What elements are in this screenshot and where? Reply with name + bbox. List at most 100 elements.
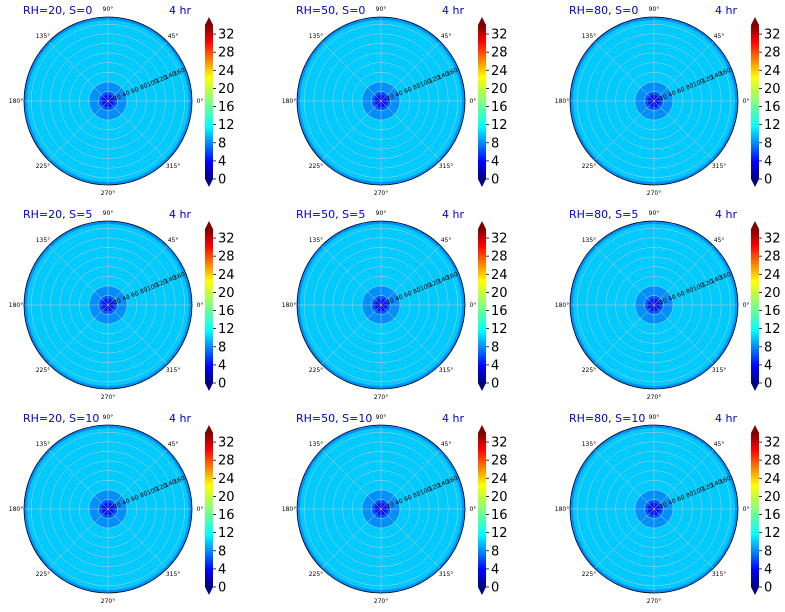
radial-tick-label: 100: [146, 78, 159, 89]
colorbar-tick-label: 0: [764, 377, 772, 392]
angular-gridline: [321, 304, 382, 365]
angle-tick-label: 180°: [9, 506, 23, 513]
angular-gridline: [321, 100, 382, 161]
radial-tick-label: 140: [437, 478, 450, 489]
radial-tick-label: 40: [121, 498, 131, 507]
angular-gridline: [321, 41, 382, 102]
colorbar: 0 4 8 12 16 20 24 28 32: [478, 17, 508, 188]
angular-gridline: [107, 245, 168, 306]
colorbar-tick-label: 24: [764, 472, 781, 487]
radial-tick-label: 40: [121, 90, 131, 99]
radial-tick-label: 80: [685, 490, 695, 499]
radial-tick-label: 60: [676, 86, 686, 95]
panel-title: RH=80, S=0: [569, 4, 638, 17]
polar-grid: [24, 425, 192, 593]
colorbar-tick-label: 32: [491, 436, 508, 451]
colorbar-tick-label: 4: [491, 154, 499, 169]
colorbar-tick-label: 24: [218, 268, 235, 283]
angular-gridline: [653, 304, 714, 365]
polar-frame: [569, 424, 739, 594]
radial-tick-label: 120: [428, 74, 441, 85]
angle-tick-label: 135°: [309, 237, 323, 244]
polar-grid: [570, 425, 738, 593]
panel-title: RH=80, S=10: [569, 412, 645, 425]
colorbar-tick-label: 28: [764, 46, 781, 61]
angle-tick-label: 0°: [470, 302, 477, 309]
colorbar-tick-label: 0: [218, 173, 226, 188]
colorbar-extend-max: [205, 425, 213, 433]
radial-tick-label: 140: [710, 274, 723, 285]
angular-gridline: [380, 449, 441, 510]
radial-tick-label: 120: [701, 74, 714, 85]
angle-tick-label: 135°: [36, 33, 50, 40]
polar-panel: RH=50, S=0 4 hr 0° 45° 90° 135° 180° 225° 270° 31…: [282, 4, 508, 197]
angle-tick-label: 225°: [309, 163, 323, 170]
colorbar-fill: [478, 229, 486, 383]
colorbar: 0 4 8 12 16 20 24 28 32: [751, 17, 781, 188]
colorbar-tick-label: 28: [491, 250, 508, 265]
angle-tick-label: 135°: [36, 237, 50, 244]
colorbar-tick-label: 8: [764, 340, 772, 355]
angle-tick-label: 45°: [441, 33, 452, 40]
colorbar-fill: [751, 25, 759, 179]
colorbar-tick-label: 24: [491, 472, 508, 487]
radial-tick-label: 160: [446, 67, 459, 78]
colorbar-tick-label: 32: [764, 436, 781, 451]
panel-title: RH=20, S=10: [23, 412, 99, 425]
angle-tick-label: 315°: [166, 367, 180, 374]
radial-tick-label: 100: [146, 486, 159, 497]
angular-gridline: [594, 100, 655, 161]
angular-gridline: [107, 100, 168, 161]
time-label: 4 hr: [715, 412, 737, 425]
angular-gridline: [653, 508, 714, 569]
radial-tick-label: 120: [428, 482, 441, 493]
colorbar-extend-min: [751, 179, 759, 187]
angular-gridline: [594, 449, 655, 510]
angular-gridline: [380, 41, 441, 102]
radial-tick-label: 140: [437, 70, 450, 81]
colorbar-fill: [478, 25, 486, 179]
panel-title: RH=20, S=0: [23, 4, 92, 17]
angular-gridline: [321, 508, 382, 569]
colorbar-tick-label: 0: [491, 581, 499, 596]
colorbar-extend-min: [205, 587, 213, 595]
angle-tick-label: 0°: [197, 506, 204, 513]
radial-tick-label: 100: [692, 282, 705, 293]
colorbar-tick-label: 16: [491, 304, 508, 319]
angle-tick-label: 225°: [309, 571, 323, 578]
angle-tick-label: 0°: [743, 506, 750, 513]
colorbar-tick-label: 4: [491, 358, 499, 373]
radial-tick-label: 120: [155, 74, 168, 85]
colorbar-tick-label: 24: [491, 268, 508, 283]
radial-tick-label: 60: [130, 494, 140, 503]
radial-tick-label: 80: [139, 82, 149, 91]
colorbar-extend-max: [205, 17, 213, 25]
colorbar-tick-label: 16: [764, 100, 781, 115]
colorbar-tick-label: 8: [491, 544, 499, 559]
polar-panel: RH=20, S=5 4 hr 0° 45° 90° 135° 180° 225° 270° 31…: [9, 208, 235, 401]
radial-tick-label: 120: [155, 278, 168, 289]
angular-gridline: [594, 245, 655, 306]
colorbar-tick-label: 12: [764, 118, 781, 133]
angle-tick-label: 315°: [712, 571, 726, 578]
colorbar-tick-label: 4: [491, 562, 499, 577]
angle-tick-label: 90°: [103, 6, 114, 13]
colorbar-tick-label: 32: [218, 232, 235, 247]
polar-grid: [570, 17, 738, 185]
colorbar-fill: [751, 229, 759, 383]
colorbar: 0 4 8 12 16 20 24 28 32: [751, 221, 781, 392]
polar-frame: [296, 16, 466, 186]
radial-tick-label: 80: [685, 286, 695, 295]
radial-tick-label: 140: [437, 274, 450, 285]
colorbar-tick-label: 8: [764, 544, 772, 559]
panel-title: RH=20, S=5: [23, 208, 92, 221]
polar-frame: [23, 16, 193, 186]
radial-tick-label: 100: [692, 78, 705, 89]
colorbar-tick-label: 28: [764, 454, 781, 469]
angle-tick-label: 45°: [168, 441, 179, 448]
colorbar-extend-max: [478, 221, 486, 229]
polar-frame: [569, 16, 739, 186]
colorbar-tick-label: 28: [218, 250, 235, 265]
angular-gridline: [653, 449, 714, 510]
radial-tick-label: 160: [719, 271, 732, 282]
